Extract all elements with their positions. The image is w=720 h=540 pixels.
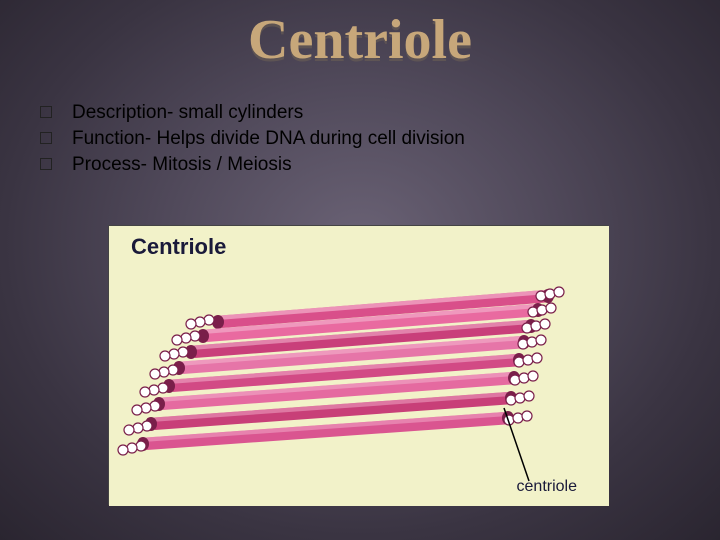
list-item: Function- Helps divide DNA during cell d… — [40, 128, 690, 150]
bullet-text: Process- Mitosis / Meiosis — [72, 154, 292, 176]
callout-label: centriole — [517, 478, 577, 496]
bullet-list: Description- small cylinders Function- H… — [0, 90, 720, 176]
figure-title: Centriole — [131, 234, 226, 260]
square-bullet-icon — [40, 158, 52, 170]
bullet-text: Function- Helps divide DNA during cell d… — [72, 128, 465, 150]
centriole-figure: Centriole centriole — [108, 225, 608, 505]
centriole-svg — [109, 226, 609, 506]
bullet-text: Description- small cylinders — [72, 102, 303, 124]
page-title: Centriole — [0, 8, 720, 72]
slide: Centriole Centriole Description- small c… — [0, 0, 720, 540]
square-bullet-icon — [40, 106, 52, 118]
list-item: Description- small cylinders — [40, 102, 690, 124]
title-area: Centriole Centriole — [0, 0, 720, 90]
square-bullet-icon — [40, 132, 52, 144]
list-item: Process- Mitosis / Meiosis — [40, 154, 690, 176]
